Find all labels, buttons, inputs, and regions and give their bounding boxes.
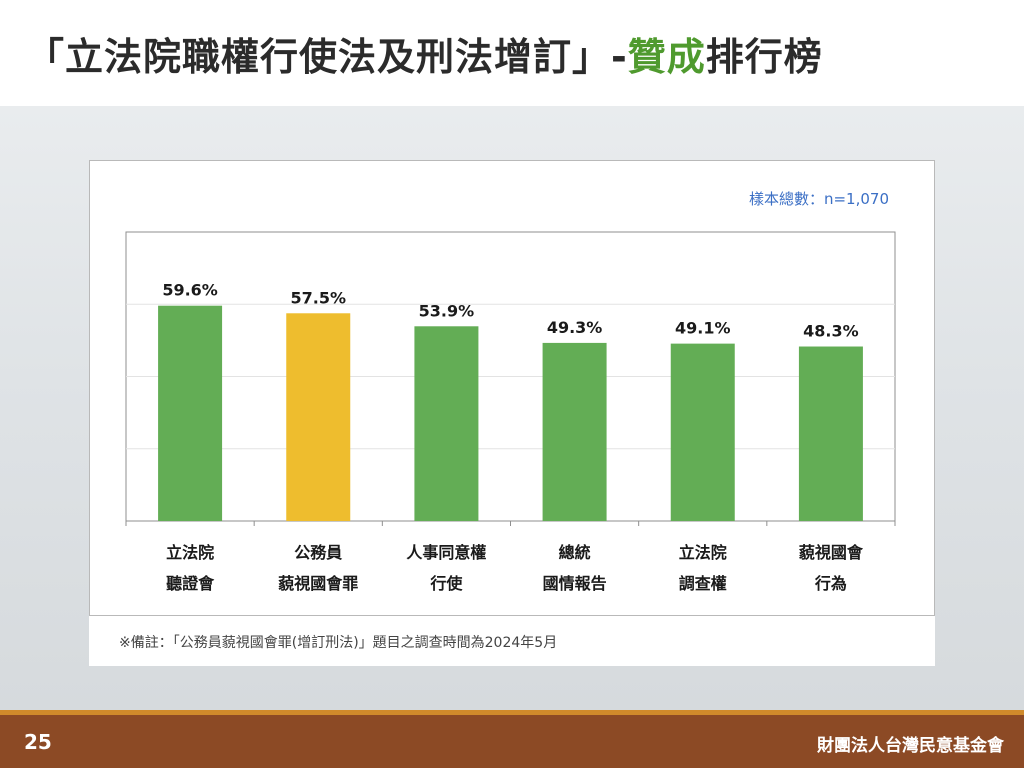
bar-6 (798, 346, 863, 521)
page-title: 「立法院職權行使法及刑法增訂」-贊成排行榜 (26, 26, 823, 81)
bar-2 (286, 313, 351, 521)
footnote: ※備註：「公務員藐視國會罪(增訂刑法)」題目之調查時間為2024年5月 (119, 635, 558, 651)
bar-3 (414, 326, 479, 521)
data-label-3: 53.9% (419, 301, 475, 320)
category-label-6: 藐視國會 (799, 543, 864, 562)
footer: 25 財團法人台灣民意基金會 (0, 715, 1024, 768)
sample-size-note: 樣本總數：n=1,070 (748, 190, 889, 208)
title-bar: 「立法院職權行使法及刑法增訂」-贊成排行榜 (0, 0, 1024, 106)
category-label-6: 行為 (814, 574, 847, 593)
category-label-3: 行使 (429, 574, 463, 593)
category-label-2: 藐視國會罪 (278, 574, 358, 593)
category-label-1: 立法院 (166, 543, 214, 562)
data-label-1: 59.6% (162, 281, 218, 300)
organization-name: 財團法人台灣民意基金會 (817, 736, 1004, 756)
page-number: 25 (24, 730, 52, 754)
data-label-5: 49.1% (675, 319, 731, 338)
footer-accent-line (0, 710, 1024, 715)
data-label-6: 48.3% (803, 322, 859, 341)
category-label-1: 聽證會 (166, 574, 215, 593)
category-label-5: 立法院 (679, 543, 727, 562)
category-label-4: 國情報告 (543, 574, 607, 593)
category-label-2: 公務員 (294, 543, 342, 562)
title-suffix: 排行榜 (705, 35, 823, 79)
category-label-3: 人事同意權 (406, 543, 486, 562)
bar-1 (158, 305, 223, 521)
title-accent: 贊成 (627, 35, 706, 79)
category-label-5: 調查權 (679, 574, 727, 593)
bar-4 (542, 342, 607, 521)
chart-frame (89, 160, 935, 616)
title-prefix: 「立法院職權行使法及刑法增訂」- (26, 35, 628, 79)
category-label-4: 總統 (559, 543, 591, 562)
chart-panel: 樣本總數：n=1,070 59.6% 立法院聽證會 57.5% 公務員藐視國會罪 53.… (89, 160, 935, 666)
data-label-2: 57.5% (290, 288, 346, 307)
data-label-4: 49.3% (547, 318, 603, 337)
bar-5 (670, 343, 735, 521)
